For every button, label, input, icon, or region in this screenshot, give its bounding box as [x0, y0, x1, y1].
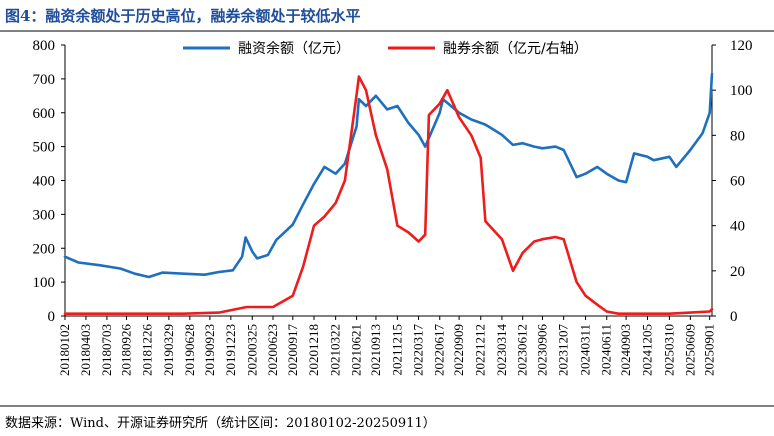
- financing-line: [63, 72, 714, 279]
- x-tick-label: 20201218: [306, 324, 321, 376]
- x-tick-label: 20200325: [244, 324, 259, 376]
- x-tick-label: 20200623: [265, 324, 280, 376]
- x-tick-label: 20220617: [432, 324, 447, 377]
- left-tick-label: 200: [33, 241, 56, 257]
- left-tick-label: 400: [33, 174, 56, 190]
- x-tick-label: 20230906: [534, 324, 549, 377]
- x-tick-label: 20240311: [578, 324, 593, 376]
- x-tick-label: 20220317: [411, 324, 426, 377]
- x-tick-label: 20241205: [640, 324, 655, 376]
- x-tick-label: 20211215: [389, 324, 404, 376]
- x-tick-label: 20250901: [702, 324, 717, 376]
- series-layer: [63, 72, 714, 316]
- legend: 融资余额（亿元） 融券余额（亿元/右轴）: [183, 40, 588, 57]
- legend-label-securities: 融券余额（亿元/右轴）: [443, 40, 588, 57]
- x-tick-label: 20180102: [57, 324, 72, 376]
- chart-title: 图4：融资余额处于历史高位，融券余额处于较低水平: [5, 7, 360, 25]
- x-tick-label: 20240611: [599, 324, 614, 376]
- x-tick-label: 20210322: [328, 324, 343, 376]
- x-tick-label: 20191223: [223, 324, 238, 376]
- x-tick-label: 20221212: [473, 324, 488, 376]
- x-tick-label: 20231207: [556, 324, 571, 377]
- x-tick-label: 20181226: [139, 324, 154, 377]
- x-tick-label: 20180703: [99, 324, 114, 376]
- x-tick-label: 20190329: [161, 324, 176, 376]
- right-tick-label: 40: [730, 219, 745, 235]
- x-tick-label: 20200917: [285, 324, 300, 377]
- left-tick-label: 300: [33, 207, 56, 223]
- securities-line: [63, 75, 714, 316]
- x-tick-label: 20230612: [515, 324, 530, 376]
- left-tick-label: 0: [48, 309, 56, 325]
- right-tick-label: 80: [730, 128, 745, 144]
- x-tick-label: 20210913: [368, 324, 383, 376]
- axes: 0 100 200 300 400 500 600 700 800 0 20 40 60 80 100 120…: [33, 38, 753, 376]
- legend-label-financing: 融资余额（亿元）: [238, 40, 350, 57]
- left-tick-label: 500: [33, 140, 56, 156]
- x-tick-label: 20180926: [118, 324, 133, 377]
- x-tick-label: 20230314: [494, 324, 509, 377]
- right-tick-label: 100: [730, 83, 753, 99]
- x-tick-label: 20180403: [78, 324, 93, 376]
- right-tick-label: 120: [730, 38, 753, 54]
- x-tick-label: 20190923: [202, 324, 217, 376]
- right-tick-label: 60: [730, 174, 745, 190]
- left-tick-label: 700: [33, 72, 56, 88]
- right-tick-label: 0: [730, 309, 738, 325]
- left-tick-label: 100: [33, 275, 56, 291]
- left-tick-label: 600: [33, 106, 56, 122]
- x-tick-label: 20250609: [682, 324, 697, 376]
- source-note: 数据来源：Wind、开源证券研究所（统计区间：20180102-20250911…: [5, 415, 436, 431]
- right-tick-label: 20: [730, 264, 745, 280]
- x-tick-label: 20210621: [349, 324, 364, 376]
- x-tick-label: 20190628: [182, 324, 197, 376]
- x-tick-label: 20240903: [618, 324, 633, 376]
- left-tick-label: 800: [33, 38, 56, 54]
- x-tick-label: 20250310: [661, 324, 676, 376]
- x-tick-label: 20220909: [451, 324, 466, 376]
